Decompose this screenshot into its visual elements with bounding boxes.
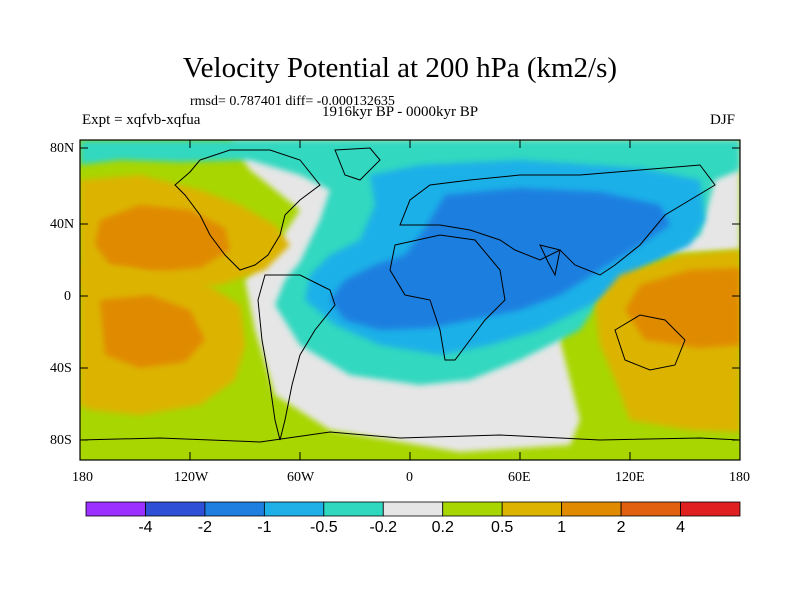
field-south-pacific-core: [100, 295, 205, 368]
coast-india: [539, 244, 561, 277]
chart-title: Velocity Potential at 200 hPa (km2/s): [182, 52, 618, 84]
field-blue: [330, 188, 670, 330]
colorbar-swatch-6: [442, 501, 503, 517]
coast-greenland: [334, 147, 381, 181]
stats-line: rmsd= 0.787401 diff= -0.000132635: [190, 94, 395, 109]
colorbar-swatch-9: [620, 501, 681, 517]
coast-eurasia: [399, 164, 716, 276]
colorbar-swatch-2: [204, 501, 265, 517]
colorbar-label-6: 0.5: [491, 519, 514, 536]
colorbar-label-9: 4: [676, 519, 685, 536]
lon-label-60e: 60E: [508, 470, 531, 485]
coast-south-america: [257, 274, 336, 441]
field-north-pacific-core: [95, 205, 230, 272]
experiment-label: Expt = xqfvb-xqfua: [82, 112, 201, 128]
colorbar-swatch-10: [680, 501, 741, 517]
lon-label-120e: 120E: [615, 470, 645, 485]
period-label: 1916kyr BP - 0000kyr BP: [322, 104, 479, 120]
colorbar-label-5: 0.2: [431, 519, 454, 536]
coastlines: [80, 147, 740, 443]
lon-label-180e: 180: [729, 470, 750, 485]
colorbar-label-4: -0.2: [369, 519, 398, 536]
lon-label-180w: 180: [72, 470, 93, 485]
coast-antarctica: [80, 431, 740, 443]
colorbar: [85, 501, 741, 517]
lat-label-80n: 80N: [50, 141, 75, 156]
colorbar-label-0: -4: [138, 519, 153, 536]
colorbar-swatch-7: [501, 501, 563, 517]
coast-australia: [614, 314, 686, 371]
colorbar-swatch-4: [323, 501, 384, 517]
colorbar-swatch-1: [145, 501, 206, 517]
lat-label-40s: 40S: [50, 361, 72, 376]
lon-label-120w: 120W: [174, 470, 209, 485]
colorbar-label-2: -1: [257, 519, 272, 536]
colorbar-label-7: 1: [557, 519, 567, 536]
lat-label-40n: 40N: [50, 217, 75, 232]
lat-label-80s: 80S: [50, 433, 72, 448]
field-west-pacific-core: [625, 268, 740, 348]
colorbar-label-1: -2: [197, 519, 213, 536]
contour-field: [80, 140, 740, 460]
colorbar-swatch-5: [382, 501, 444, 517]
colorbar-swatch-8: [561, 501, 622, 517]
lat-label-0: 0: [64, 289, 71, 304]
season-label: DJF: [710, 112, 736, 128]
lon-label-0: 0: [406, 470, 413, 485]
axis-ticks: [80, 140, 740, 460]
lon-label-60w: 60W: [287, 470, 315, 485]
coast-africa: [389, 234, 506, 361]
colorbar-label-8: 2: [616, 519, 626, 536]
colorbar-swatch-0: [85, 501, 146, 517]
colorbar-label-3: -0.5: [310, 519, 338, 536]
coast-north-america: [174, 149, 321, 271]
colorbar-swatch-3: [263, 501, 325, 517]
